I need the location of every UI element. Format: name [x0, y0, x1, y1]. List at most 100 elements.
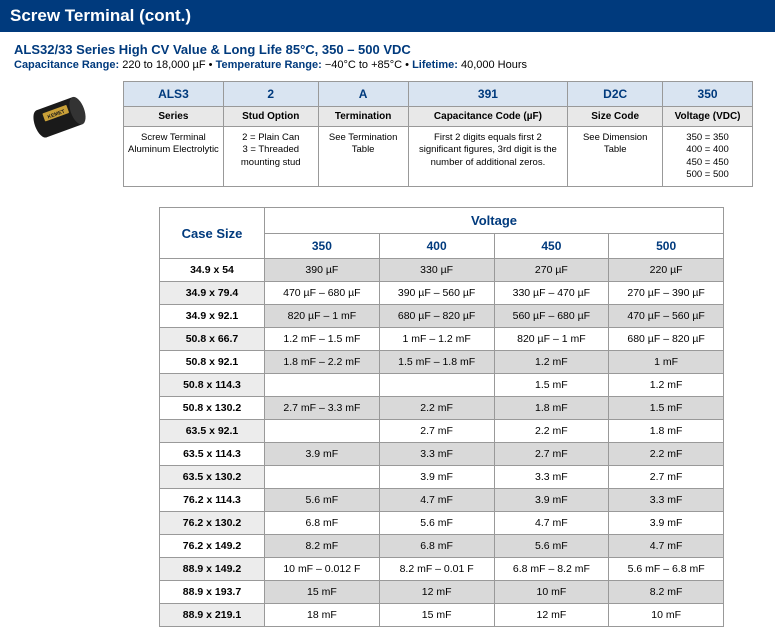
value-cell: 2.7 mF — [609, 466, 724, 489]
value-cell: 3.9 mF — [265, 443, 380, 466]
table-row: 50.8 x 92.11.8 mF – 2.2 mF1.5 mF – 1.8 m… — [160, 351, 724, 374]
spec-label: Temperature Range: — [216, 59, 322, 71]
value-cell: 390 µF – 560 µF — [379, 282, 494, 305]
value-cell: 5.6 mF — [379, 512, 494, 535]
part-desc-cell: See Dimension Table — [568, 127, 663, 187]
value-cell: 470 µF – 560 µF — [609, 305, 724, 328]
value-cell: 1 mF – 1.2 mF — [379, 328, 494, 351]
value-cell — [379, 374, 494, 397]
specs-line: Capacitance Range: 220 to 18,000 µF • Te… — [14, 59, 761, 71]
case-size-cell: 34.9 x 79.4 — [160, 282, 265, 305]
case-size-header: Case Size — [160, 208, 265, 259]
value-cell: 18 mF — [265, 604, 380, 627]
case-size-cell: 88.9 x 149.2 — [160, 558, 265, 581]
spec-label: Capacitance Range: — [14, 59, 119, 71]
table-row: 88.9 x 193.715 mF12 mF10 mF8.2 mF — [160, 581, 724, 604]
value-cell: 1.5 mF – 1.8 mF — [379, 351, 494, 374]
table-row: 76.2 x 149.28.2 mF6.8 mF5.6 mF4.7 mF — [160, 535, 724, 558]
value-cell: 6.8 mF — [265, 512, 380, 535]
voltage-col-header: 400 — [379, 234, 494, 259]
value-cell: 10 mF – 0.012 F — [265, 558, 380, 581]
case-size-cell: 88.9 x 219.1 — [160, 604, 265, 627]
part-label-cell: Series — [124, 107, 224, 127]
value-cell: 1.5 mF — [609, 397, 724, 420]
part-label-cell: Stud Option — [223, 107, 318, 127]
value-cell: 330 µF — [379, 259, 494, 282]
case-size-cell: 50.8 x 92.1 — [160, 351, 265, 374]
part-code-cell: ALS3 — [124, 82, 224, 107]
value-cell: 560 µF – 680 µF — [494, 305, 609, 328]
value-cell: 2.2 mF — [609, 443, 724, 466]
part-label-cell: Size Code — [568, 107, 663, 127]
value-cell: 10 mF — [494, 581, 609, 604]
value-cell: 3.3 mF — [379, 443, 494, 466]
value-cell: 3.9 mF — [379, 466, 494, 489]
value-cell: 2.7 mF — [494, 443, 609, 466]
value-cell: 270 µF – 390 µF — [609, 282, 724, 305]
value-cell — [265, 420, 380, 443]
table-row: 88.9 x 219.118 mF15 mF12 mF10 mF — [160, 604, 724, 627]
value-cell: 15 mF — [265, 581, 380, 604]
value-cell — [265, 374, 380, 397]
table-row: 88.9 x 149.210 mF – 0.012 F8.2 mF – 0.01… — [160, 558, 724, 581]
part-desc-cell: Screw Terminal Aluminum Electrolytic — [124, 127, 224, 187]
part-desc-cell: See Termination Table — [318, 127, 408, 187]
content-area: ALS32/33 Series High CV Value & Long Lif… — [0, 32, 775, 637]
table-row: 50.8 x 114.31.5 mF1.2 mF — [160, 374, 724, 397]
value-cell: 1.2 mF — [494, 351, 609, 374]
value-cell: 1.8 mF — [609, 420, 724, 443]
value-cell: 330 µF – 470 µF — [494, 282, 609, 305]
spec-label: Lifetime: — [412, 59, 458, 71]
part-label-cell: Termination — [318, 107, 408, 127]
part-code-cell: 350 — [663, 82, 753, 107]
value-cell: 4.7 mF — [494, 512, 609, 535]
value-cell: 12 mF — [494, 604, 609, 627]
value-cell: 5.6 mF — [494, 535, 609, 558]
value-cell: 3.9 mF — [494, 489, 609, 512]
value-cell: 680 µF – 820 µF — [609, 328, 724, 351]
case-size-cell: 76.2 x 149.2 — [160, 535, 265, 558]
value-cell: 820 µF – 1 mF — [494, 328, 609, 351]
part-desc-cell: First 2 digits equals first 2 significan… — [408, 127, 568, 187]
value-cell: 6.8 mF — [379, 535, 494, 558]
table-row: 63.5 x 130.2 3.9 mF3.3 mF2.7 mF — [160, 466, 724, 489]
case-size-cell: 34.9 x 92.1 — [160, 305, 265, 328]
spec-value: 40,000 Hours — [461, 59, 527, 71]
case-size-cell: 63.5 x 130.2 — [160, 466, 265, 489]
part-code-cell: 391 — [408, 82, 568, 107]
value-cell: 390 µF — [265, 259, 380, 282]
value-cell: 3.3 mF — [609, 489, 724, 512]
part-label-cell: Voltage (VDC) — [663, 107, 753, 127]
voltage-col-header: 350 — [265, 234, 380, 259]
part-desc-cell: 2 = Plain Can3 = Threaded mounting stud — [223, 127, 318, 187]
case-size-cell: 63.5 x 114.3 — [160, 443, 265, 466]
value-cell: 680 µF – 820 µF — [379, 305, 494, 328]
value-cell: 2.7 mF – 3.3 mF — [265, 397, 380, 420]
value-cell: 4.7 mF — [609, 535, 724, 558]
part-code-cell: A — [318, 82, 408, 107]
capacitor-icon: KEMET — [14, 81, 109, 151]
series-title: ALS32/33 Series High CV Value & Long Lif… — [14, 42, 761, 57]
value-cell: 3.3 mF — [494, 466, 609, 489]
case-size-cell: 50.8 x 114.3 — [160, 374, 265, 397]
value-cell: 470 µF – 680 µF — [265, 282, 380, 305]
value-cell: 4.7 mF — [379, 489, 494, 512]
value-cell: 2.2 mF — [379, 397, 494, 420]
value-cell: 3.9 mF — [609, 512, 724, 535]
value-cell: 1.2 mF — [609, 374, 724, 397]
case-size-cell: 88.9 x 193.7 — [160, 581, 265, 604]
spec-value: −40°C to +85°C — [325, 59, 402, 71]
case-size-cell: 50.8 x 66.7 — [160, 328, 265, 351]
part-code-cell: 2 — [223, 82, 318, 107]
value-cell: 1.2 mF – 1.5 mF — [265, 328, 380, 351]
part-label-cell: Capacitance Code (µF) — [408, 107, 568, 127]
value-cell: 6.8 mF – 8.2 mF — [494, 558, 609, 581]
spec-value: 220 to 18,000 µF — [122, 59, 205, 71]
case-size-cell: 76.2 x 114.3 — [160, 489, 265, 512]
table-row: 50.8 x 130.22.7 mF – 3.3 mF2.2 mF1.8 mF1… — [160, 397, 724, 420]
value-cell: 8.2 mF — [609, 581, 724, 604]
case-size-cell: 63.5 x 92.1 — [160, 420, 265, 443]
voltage-col-header: 450 — [494, 234, 609, 259]
table-row: 76.2 x 130.26.8 mF5.6 mF4.7 mF3.9 mF — [160, 512, 724, 535]
value-cell: 220 µF — [609, 259, 724, 282]
